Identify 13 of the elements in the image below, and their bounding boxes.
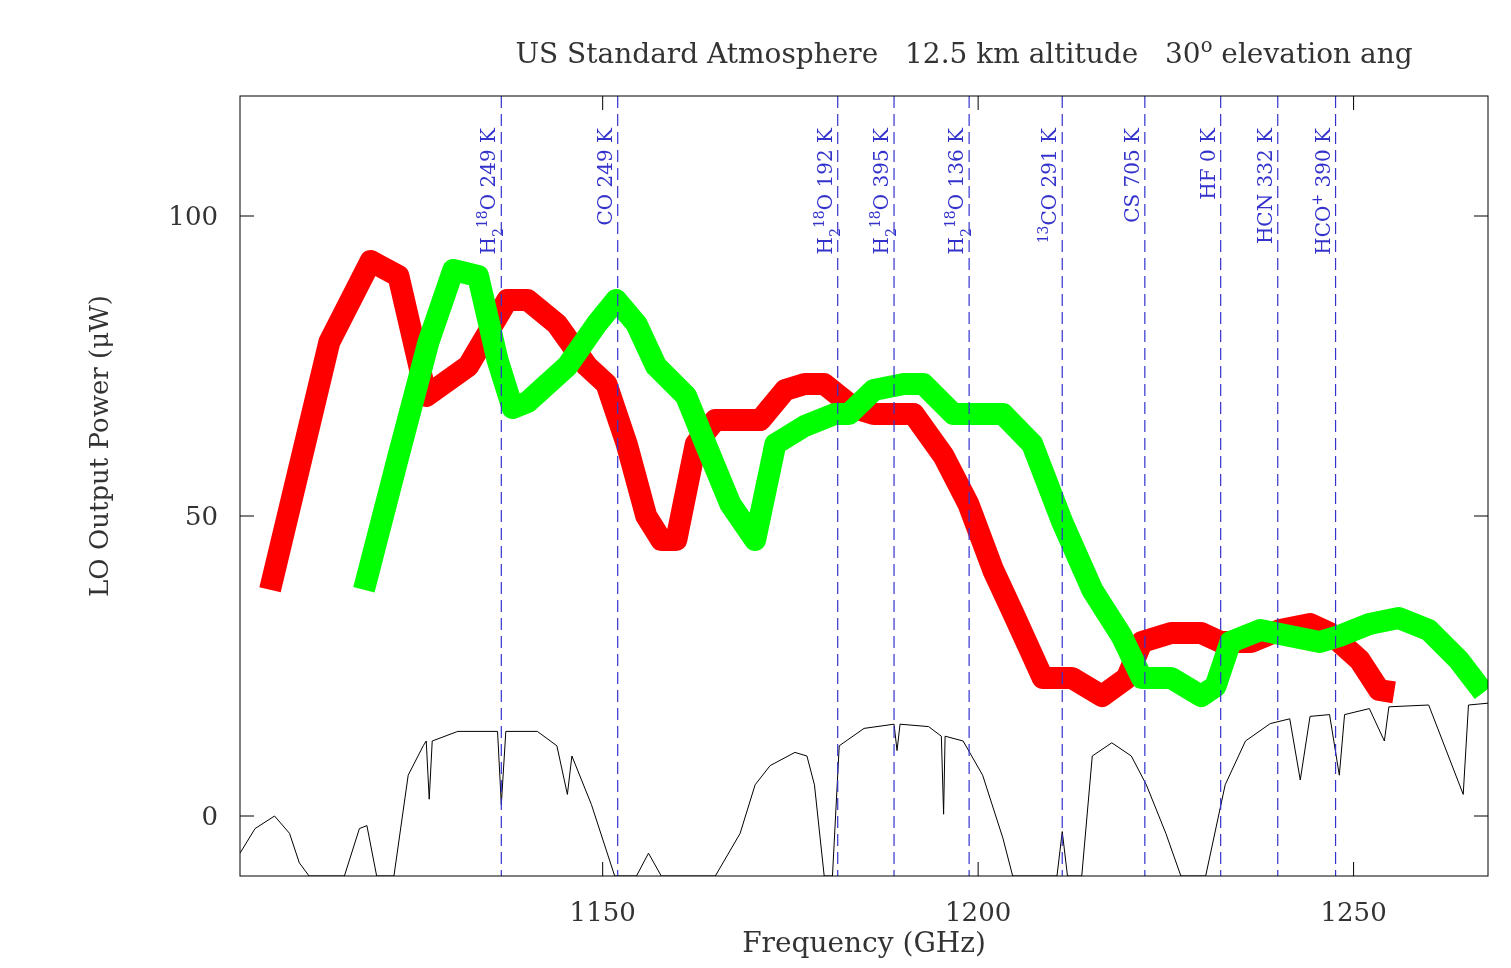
- y-tick-label: 50: [184, 501, 218, 531]
- ref-line-label: CS 705 K: [1119, 126, 1144, 223]
- ref-line-label: CO 249 K: [592, 126, 617, 226]
- x-axis-title: Frequency (GHz): [742, 926, 986, 959]
- ref-line-label: HF 0 K: [1195, 126, 1220, 200]
- y-tick-label: 0: [201, 801, 218, 831]
- chart-title: US Standard Atmosphere 12.5 km altitude 30$^{o}$ elevation ang: [515, 33, 1413, 70]
- x-tick-label: 1200: [945, 897, 1012, 927]
- x-tick-label: 1150: [569, 897, 636, 927]
- y-axis-title: LO Output Power (μW): [84, 295, 114, 597]
- ref-line-label: HCN 332 K: [1252, 126, 1277, 245]
- y-tick-label: 100: [168, 201, 218, 231]
- x-tick-label: 1250: [1320, 897, 1387, 927]
